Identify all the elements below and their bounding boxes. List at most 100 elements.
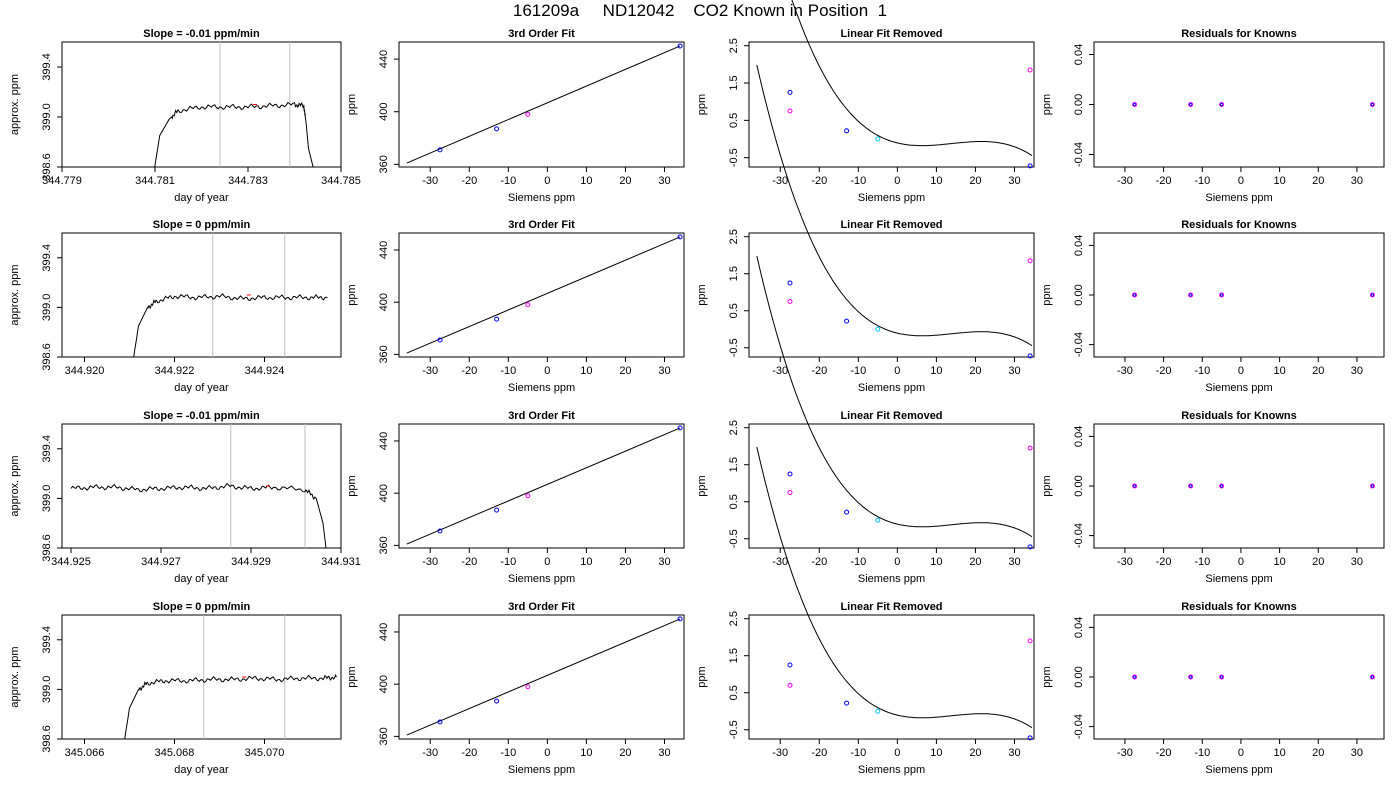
y-tick-label: 360 [378,345,390,363]
y-tick-label: -0.04 [1073,142,1085,167]
x-axis-label: day of year [174,382,229,394]
x-tick-label: 345.068 [155,747,195,759]
x-axis-label: day of year [174,764,229,776]
residual-point-outer [1132,483,1138,489]
x-tick-label: 344.783 [228,175,268,187]
residual-point-outer [1369,674,1375,680]
x-tick-label: 20 [619,175,631,187]
panel-title: 3rd Order Fit [508,410,575,422]
x-tick-label: -20 [461,365,477,377]
y-tick-label: 399.0 [41,103,53,131]
x-tick-label: -20 [1156,365,1172,377]
plot-frame [398,232,685,358]
residual-point-outer [1188,292,1194,298]
panel-r2-c2: 3rd Order Fit Siemens ppm ppm -30 -20 -10 0 10 2… [346,219,685,394]
y-tick-label: 399.0 [41,676,53,704]
known-point [437,528,443,534]
plot-frame [1093,232,1385,358]
panel-r2-c4: Residuals for Knowns Siemens ppm ppm -30 -20… [1041,219,1385,394]
y-axis-label: ppm [696,666,708,687]
removed-point [1027,67,1033,73]
fit-line [406,236,681,354]
x-tick-label: -20 [1156,175,1172,187]
x-tick-label: -20 [811,175,827,187]
residual-point-outer [1219,674,1225,680]
x-tick-label: -20 [811,556,827,568]
y-tick-label: 399.0 [41,294,53,322]
x-tick-label: -10 [500,365,516,377]
x-axis-label: Siemens ppm [858,573,925,585]
x-tick-label: -20 [1156,556,1172,568]
removed-point [787,489,793,495]
plot-frame [748,232,1035,358]
known-point [437,719,443,725]
plot-frame [748,41,1035,168]
y-tick-label: 0.5 [728,113,740,128]
x-tick-label: -30 [1117,365,1133,377]
panel-r4-c3: Linear Fit Removed Siemens ppm ppm -30 -20 -1… [696,446,1035,776]
x-tick-label: -10 [1194,556,1210,568]
y-tick-label: 398.6 [41,534,53,562]
y-tick-label: 0.00 [1073,666,1085,687]
panel-title: 3rd Order Fit [508,601,575,613]
known-point [1027,353,1033,359]
known-point [677,616,683,622]
y-tick-label: 0.5 [728,303,740,318]
removed-point [525,493,531,499]
panel-r4-c1: Slope = 0 ppm/min day of year approx. ppm 3… [9,601,342,776]
removed-point [1027,258,1033,264]
known-point [787,662,793,668]
plot-frame [1093,41,1385,168]
sample-point [875,136,881,142]
residual-point-outer [1219,483,1225,489]
residual-point [1370,102,1375,107]
plot-frame [398,614,685,740]
x-tick-label: 0 [1238,365,1244,377]
y-tick-label: 399.4 [41,53,53,81]
ppm-trace [152,101,318,168]
panel-title: Slope = -0.01 ppm/min [143,410,260,422]
y-tick-label: 0.04 [1073,235,1085,256]
x-tick-label: 20 [1312,365,1324,377]
cubic-curve [756,64,1033,347]
x-tick-label: -30 [772,365,788,377]
y-tick-label: -0.5 [728,529,740,548]
plot-frame [61,423,342,549]
y-tick-label: 0.04 [1073,426,1085,447]
fit-line [406,618,681,736]
y-tick-label: 0.00 [1073,475,1085,496]
y-tick-label: -0.04 [1073,523,1085,548]
x-tick-label: 10 [930,747,942,759]
x-tick-label: -20 [811,747,827,759]
cubic-curve [756,446,1033,729]
x-tick-label: 10 [1273,747,1285,759]
x-tick-label: 0 [894,175,900,187]
y-tick-label: -0.04 [1073,714,1085,739]
panel-title: Slope = -0.01 ppm/min [143,28,260,40]
x-axis-label: Siemens ppm [858,764,925,776]
y-tick-label: 0.5 [728,494,740,509]
y-tick-label: 440 [378,241,390,259]
x-tick-label: 10 [930,365,942,377]
x-tick-label: 30 [658,556,670,568]
y-tick-label: 440 [378,432,390,450]
x-tick-label: 20 [619,365,631,377]
fit-line [406,427,681,545]
x-tick-label: -10 [850,556,866,568]
sample-point [875,517,881,523]
x-tick-label: -10 [1194,747,1210,759]
x-tick-label: -30 [1117,556,1133,568]
plot-frame [748,614,1035,740]
y-tick-label: 440 [378,623,390,641]
x-tick-label: 344.924 [245,365,285,377]
x-tick-label: -10 [850,747,866,759]
x-tick-label: 30 [1008,556,1020,568]
x-tick-label: 30 [1008,747,1020,759]
residual-point [1189,675,1193,679]
panel-title: Residuals for Knowns [1181,601,1297,613]
y-axis-label: ppm [696,284,708,305]
removed-point [1027,445,1033,451]
x-tick-label: 20 [1312,747,1324,759]
x-tick-label: 344.781 [135,175,175,187]
x-tick-label: -30 [772,175,788,187]
